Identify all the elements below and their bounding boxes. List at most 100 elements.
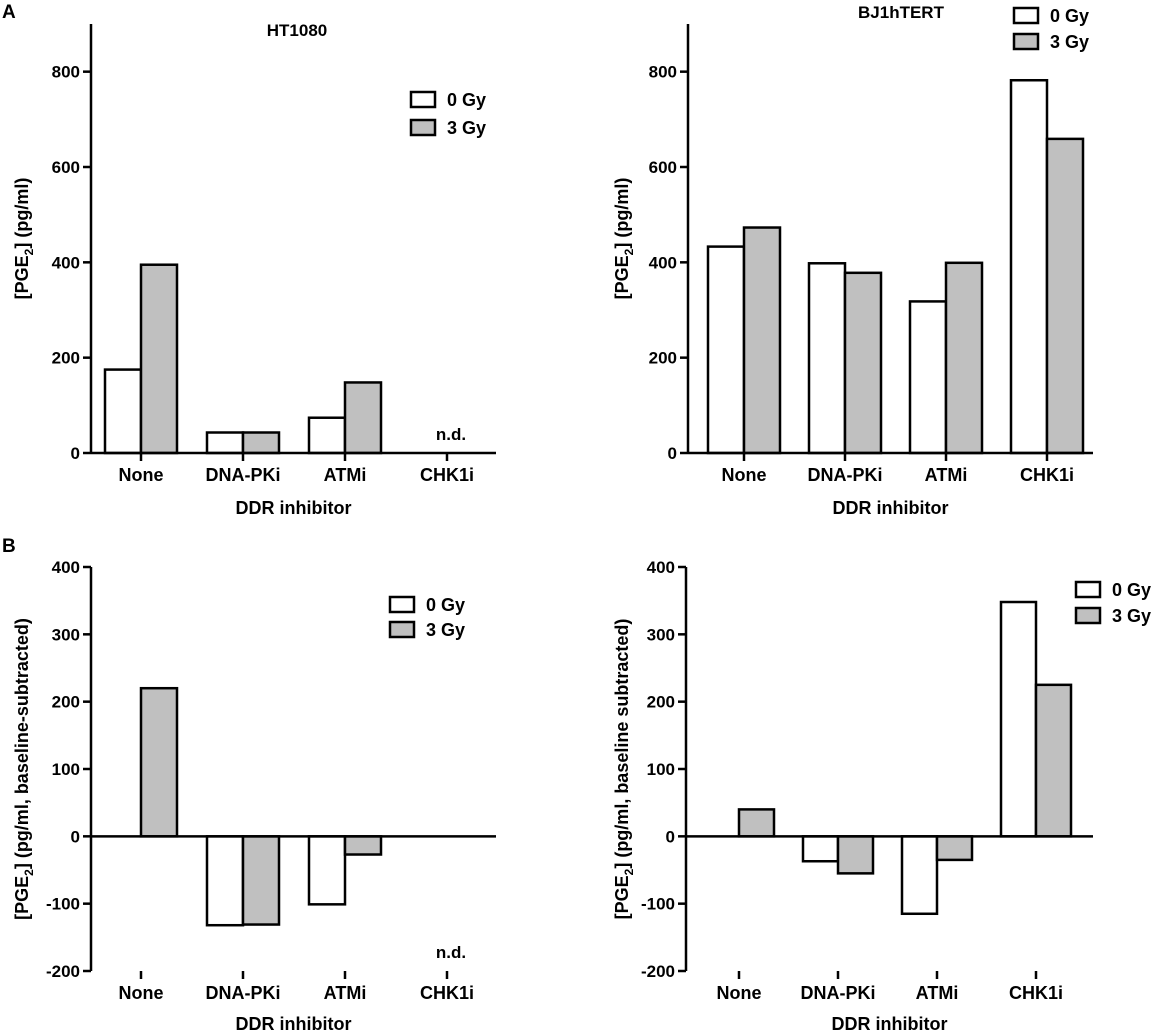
y-tick-label: 400 (649, 253, 677, 272)
y-tick-label: 200 (647, 693, 675, 712)
y-axis-title: [PGE2] (pg/ml, baseline subtracted) (612, 619, 636, 920)
x-tick-label: CHK1i (420, 465, 474, 485)
x-tick-label: CHK1i (420, 983, 474, 1003)
y-tick-label: 800 (649, 63, 677, 82)
y-axis-title: [PGE2] (pg/ml, baseline-subtracted) (12, 618, 36, 920)
bar-3gy-atmi (343, 381, 383, 455)
legend-swatch-0gy (1074, 580, 1102, 599)
panel-letter-a: A (2, 2, 16, 23)
x-tick-label: ATMi (324, 983, 367, 1003)
legend-label: 0 Gy (426, 595, 465, 615)
y-tick-label: -200 (46, 962, 80, 981)
y-axis-title-subscript: 2 (22, 869, 36, 876)
panel-letter-b: B (2, 536, 16, 557)
chart-title: BJ1hTERT (858, 3, 945, 22)
bar-3gy-dna-pki (241, 835, 281, 926)
y-tick-label: 300 (647, 625, 675, 644)
legend-swatch-0gy (388, 595, 416, 614)
legend-label: 3 Gy (426, 620, 465, 640)
annotation-nd: n.d. (436, 943, 466, 962)
legend-label: 3 Gy (1112, 606, 1151, 626)
bar-3gy-chk1i (1034, 683, 1073, 838)
legend-swatch-3gy (1012, 32, 1040, 51)
chart-ht1080-pge2: 0 200 400 600 800 None DNA-PKi ATMi CHK1i n.d. HT1… (12, 21, 496, 518)
y-tick-label: 600 (52, 158, 80, 177)
bar-3gy-dna-pki (843, 271, 883, 455)
y-tick-label: 300 (52, 625, 80, 644)
bar-0gy-none (103, 368, 143, 455)
bar-3gy-atmi (935, 835, 974, 862)
x-axis-title: DDR inhibitor (236, 1014, 352, 1033)
legend-swatch-3gy (388, 620, 416, 639)
y-axis-title-subscript: 2 (622, 868, 636, 875)
y-tick-label: 600 (649, 158, 677, 177)
bar-3gy-none (139, 686, 179, 838)
y-tick-label: 0 (666, 827, 675, 846)
legend-label: 3 Gy (1050, 32, 1089, 52)
y-tick-label: 0 (71, 827, 80, 846)
chart-ht1080-baseline-subtracted: -200 -100 0 100 200 300 400 None DNA-PKi ATMi CHK1… (12, 558, 496, 1033)
legend-label: 0 Gy (447, 90, 486, 110)
y-tick-label: -100 (641, 895, 675, 914)
bar-0gy-chk1i (1009, 78, 1049, 455)
y-axis-title: [PGE2] (pg/ml) (612, 178, 636, 300)
bar-3gy-atmi (343, 835, 383, 856)
annotation-nd: n.d. (436, 425, 466, 444)
x-tick-label: None (722, 465, 767, 485)
legend-swatch-3gy (409, 118, 437, 137)
bar-0gy-dna-pki (807, 262, 847, 455)
x-tick-label: ATMi (324, 465, 367, 485)
y-tick-label: 400 (647, 558, 675, 577)
y-axis-title-prefix: [PGE (12, 876, 32, 920)
x-tick-label: None (119, 983, 164, 1003)
bar-0gy-atmi (908, 300, 948, 455)
x-tick-label: CHK1i (1009, 983, 1063, 1003)
y-axis-title-suffix: ] (pg/ml, baseline-subtracted) (12, 618, 32, 869)
bar-0gy-chk1i (999, 600, 1038, 838)
y-tick-label: 200 (52, 349, 80, 368)
x-axis-title: DDR inhibitor (832, 1014, 948, 1033)
x-tick-label: None (717, 983, 762, 1003)
x-tick-label: DNA-PKi (808, 465, 883, 485)
y-tick-label: 0 (71, 444, 80, 463)
bar-0gy-atmi (900, 835, 939, 916)
bar-3gy-atmi (944, 261, 984, 455)
legend-label: 0 Gy (1112, 580, 1151, 600)
y-axis-title-suffix: ] (pg/ml) (12, 178, 32, 249)
legend-swatch-3gy (1074, 606, 1102, 625)
x-tick-label: ATMi (916, 983, 959, 1003)
bar-0gy-dna-pki (205, 835, 245, 927)
x-tick-label: None (119, 465, 164, 485)
bar-3gy-dna-pki (241, 431, 281, 455)
legend-swatch-0gy (1012, 6, 1040, 25)
y-tick-label: 200 (649, 349, 677, 368)
y-tick-label: 400 (52, 558, 80, 577)
bar-0gy-dna-pki (205, 431, 245, 455)
y-axis-title-suffix: ] (pg/ml) (612, 178, 632, 249)
bar-0gy-dna-pki (801, 835, 840, 863)
chart-bj1htert-baseline-subtracted: -200 -100 0 100 200 300 400 None DNA-PKi ATMi CHK1… (612, 558, 1151, 1033)
x-tick-label: ATMi (925, 465, 968, 485)
bar-0gy-atmi (307, 416, 347, 455)
bar-3gy-chk1i (1045, 137, 1085, 455)
y-axis-title-subscript: 2 (622, 248, 636, 255)
y-axis-title-prefix: [PGE (612, 255, 632, 299)
bar-0gy-atmi (307, 835, 347, 906)
y-axis-title: [PGE2] (pg/ml) (12, 178, 36, 300)
y-axis-title-suffix: ] (pg/ml, baseline subtracted) (612, 619, 632, 869)
y-tick-label: 800 (52, 63, 80, 82)
x-tick-label: DNA-PKi (801, 983, 876, 1003)
legend-swatch-0gy (409, 90, 437, 109)
x-axis-title: DDR inhibitor (833, 498, 949, 518)
legend-label: 0 Gy (1050, 6, 1089, 26)
bar-3gy-dna-pki (836, 835, 875, 875)
y-tick-label: -100 (46, 895, 80, 914)
bar-3gy-none (139, 263, 179, 455)
bar-3gy-none (742, 226, 782, 455)
x-tick-label: DNA-PKi (206, 983, 281, 1003)
y-tick-label: 400 (52, 253, 80, 272)
bar-3gy-none (737, 808, 776, 838)
y-axis-title-prefix: [PGE (12, 255, 32, 299)
chart-title: HT1080 (267, 21, 327, 40)
